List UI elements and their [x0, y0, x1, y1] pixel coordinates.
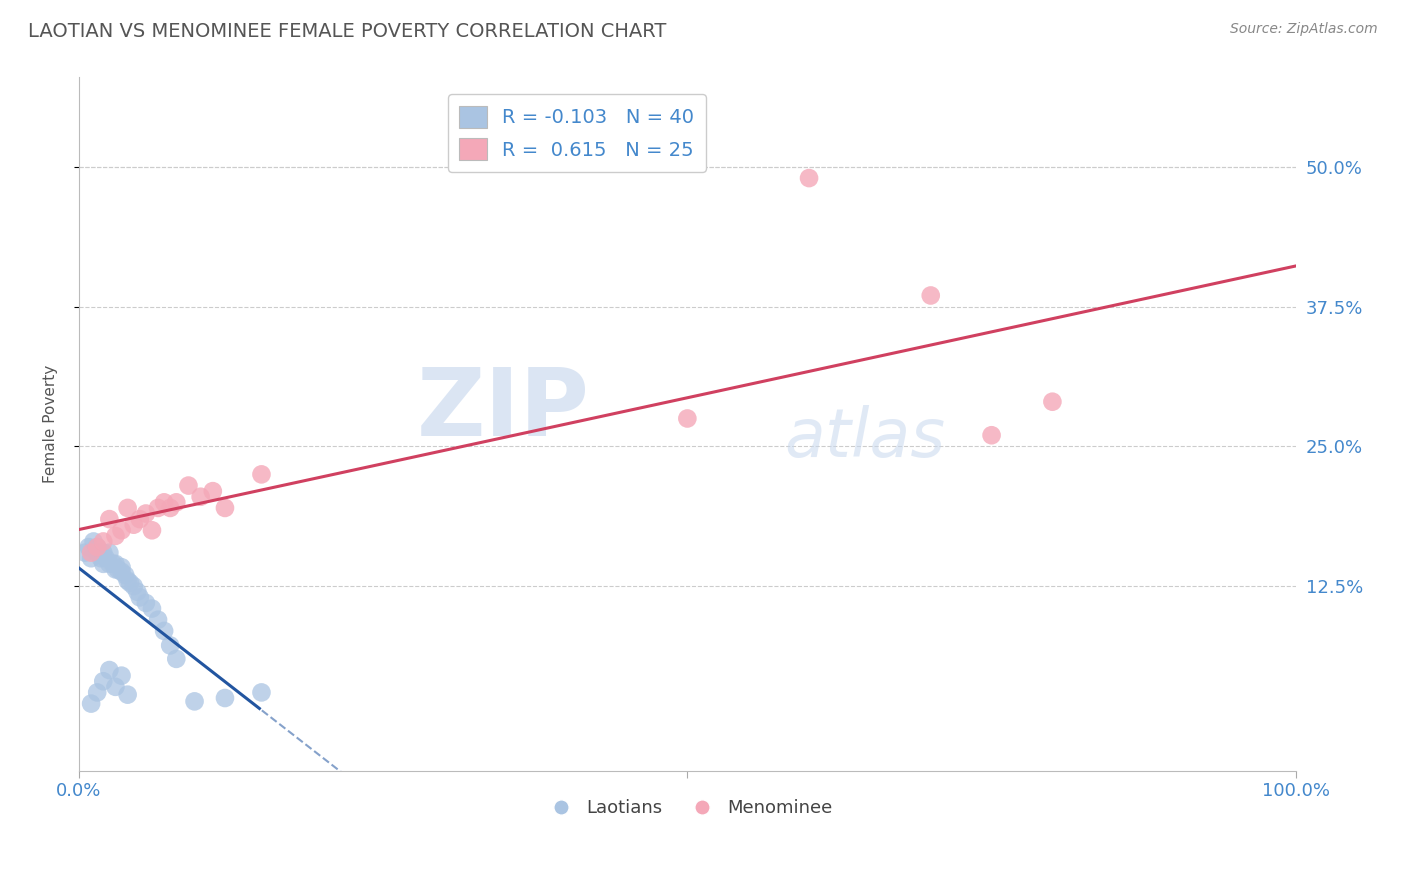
Point	[201, 484, 224, 499]
Point	[86, 685, 108, 699]
Point	[110, 668, 132, 682]
Point	[73, 546, 96, 560]
Point	[165, 495, 187, 509]
Point	[141, 523, 163, 537]
Point	[183, 694, 205, 708]
Point	[153, 495, 176, 509]
Point	[104, 562, 127, 576]
Point	[117, 574, 139, 588]
Point	[250, 467, 273, 482]
Point	[128, 591, 150, 605]
Point	[90, 551, 112, 566]
Point	[98, 663, 121, 677]
Point	[141, 601, 163, 615]
Point	[110, 565, 132, 579]
Point	[920, 288, 942, 302]
Point	[120, 575, 142, 590]
Point	[128, 512, 150, 526]
Point	[91, 674, 114, 689]
Point	[83, 534, 105, 549]
Point	[117, 500, 139, 515]
Point	[980, 428, 1002, 442]
Point	[80, 697, 103, 711]
Text: ZIP: ZIP	[418, 364, 591, 456]
Point	[127, 584, 149, 599]
Point	[98, 512, 121, 526]
Text: atlas: atlas	[785, 405, 946, 471]
Point	[146, 500, 169, 515]
Point	[98, 557, 121, 571]
Point	[122, 517, 145, 532]
Point	[190, 490, 212, 504]
Point	[80, 546, 103, 560]
Point	[165, 652, 187, 666]
Point	[91, 546, 114, 560]
Text: LAOTIAN VS MENOMINEE FEMALE POVERTY CORRELATION CHART: LAOTIAN VS MENOMINEE FEMALE POVERTY CORR…	[28, 22, 666, 41]
Point	[1042, 394, 1064, 409]
Point	[135, 507, 157, 521]
Point	[153, 624, 176, 638]
Point	[80, 551, 103, 566]
Point	[214, 691, 236, 706]
Point	[110, 560, 132, 574]
Point	[250, 685, 273, 699]
Point	[214, 500, 236, 515]
Point	[91, 557, 114, 571]
Point	[114, 568, 136, 582]
Point	[117, 688, 139, 702]
Point	[101, 557, 124, 571]
Point	[104, 529, 127, 543]
Point	[91, 534, 114, 549]
Point	[159, 500, 181, 515]
Point	[98, 546, 121, 560]
Point	[797, 171, 820, 186]
Point	[77, 540, 100, 554]
Point	[107, 562, 129, 576]
Point	[104, 557, 127, 571]
Point	[104, 680, 127, 694]
Point	[110, 523, 132, 537]
Point	[122, 579, 145, 593]
Point	[94, 551, 117, 566]
Point	[676, 411, 699, 425]
Point	[86, 546, 108, 560]
Point	[177, 478, 200, 492]
Point	[86, 540, 108, 554]
Point	[135, 596, 157, 610]
Text: Source: ZipAtlas.com: Source: ZipAtlas.com	[1230, 22, 1378, 37]
Legend: Laotians, Menominee: Laotians, Menominee	[536, 791, 839, 824]
Point	[159, 639, 181, 653]
Point	[86, 540, 108, 554]
Point	[146, 613, 169, 627]
Y-axis label: Female Poverty: Female Poverty	[44, 365, 58, 483]
